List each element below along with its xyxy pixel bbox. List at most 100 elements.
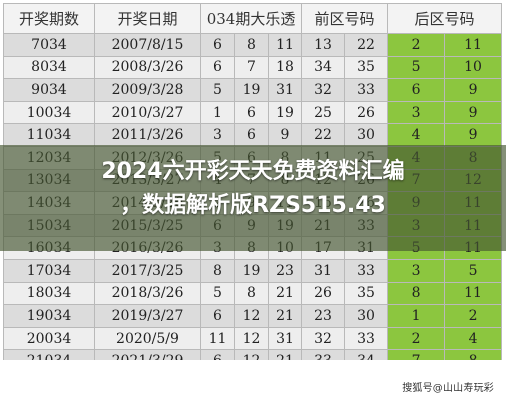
table-cell: 7 [234,55,269,80]
table-cell: 32 [301,326,346,351]
table-cell: 31 [267,326,303,351]
back-zone-cell: 1 [387,304,446,328]
table-cell: 11034 [3,123,95,147]
table-cell: 19 [234,258,269,283]
back-zone-cell: 9 [444,78,503,102]
table-row: 19034 2019/3/27 6 12 21 23 30 1 2 [3,304,503,328]
table-cell: 1 [200,100,235,125]
header-front-zone: 前区号码 [301,3,389,34]
table-cell: 20034 [3,326,95,351]
table-cell: 11 [267,33,303,57]
table-cell: 35 [344,55,389,80]
table-row: 10034 2010/3/27 1 6 19 25 26 3 9 [3,100,503,125]
header-draw-number: 开奖期数 [3,3,95,34]
table-cell: 33 [344,78,389,102]
table-cell: 2007/8/15 [94,33,201,57]
back-zone-cell: 6 [387,78,446,102]
header-draw-date: 开奖日期 [94,3,201,34]
table-cell: 2010/3/27 [94,100,201,125]
table-cell: 9034 [3,78,95,102]
table-cell: 32 [301,78,346,102]
table-cell: 11 [200,326,235,351]
header-back-zone: 后区号码 [387,3,503,34]
bottom-blank-area [0,360,506,400]
table-cell: 5 [200,281,235,306]
table-cell: 6 [234,100,269,125]
header-issue: 034期大乐透 [199,3,303,34]
table-row: 9034 2009/3/28 5 19 31 32 33 6 9 [3,78,503,102]
table-cell: 34 [301,55,346,80]
table-cell: 12 [234,326,269,351]
table-row: 17034 2017/3/25 8 19 23 31 33 3 5 [3,258,503,283]
banner-line-2: ，数据解析版RZS515.43 [120,193,386,218]
table-cell: 33 [344,326,389,351]
table-cell: 2009/3/28 [94,78,201,102]
overlay-banner [0,145,506,251]
table-cell: 33 [344,258,389,283]
table-cell: 6 [200,33,235,57]
table-cell: 7034 [3,33,95,57]
back-zone-cell: 10 [444,55,503,80]
back-zone-cell: 11 [444,281,503,306]
back-zone-cell: 11 [444,33,503,57]
table-cell: 2019/3/27 [94,304,201,328]
table-cell: 22 [344,33,389,57]
table-cell: 19 [234,78,269,102]
table-cell: 6 [200,304,235,328]
table-cell: 30 [344,123,389,147]
table-cell: 26 [301,281,346,306]
table-cell: 2011/3/26 [94,123,201,147]
table-cell: 25 [301,100,346,125]
table-header-row: 开奖期数 开奖日期 034期大乐透 前区号码 后区号码 [3,3,503,34]
table-row: 7034 2007/8/15 6 8 11 13 22 2 11 [3,33,503,57]
back-zone-cell: 5 [444,258,503,283]
table-cell: 17034 [3,258,95,283]
table-cell: 23 [301,304,346,328]
back-zone-cell: 2 [387,33,446,57]
table-cell: 12 [234,304,269,328]
table-cell: 35 [344,281,389,306]
table-cell: 9 [267,123,303,147]
table-row: 11034 2011/3/26 3 6 9 22 30 4 9 [3,123,503,147]
table-row: 8034 2008/3/26 6 7 18 34 35 5 10 [3,55,503,80]
table-cell: 19034 [3,304,95,328]
table-cell: 22 [301,123,346,147]
back-zone-cell: 8 [387,281,446,306]
table-row: 18034 2018/3/26 5 8 21 26 35 8 11 [3,281,503,306]
table-cell: 30 [344,304,389,328]
back-zone-cell: 9 [444,123,503,147]
table-cell: 3 [200,123,235,147]
table-cell: 6 [234,123,269,147]
watermark: 搜狐号@山山寿玩彩 [402,383,494,394]
table-cell: 21 [267,304,303,328]
back-zone-cell: 5 [387,55,446,80]
table-cell: 19 [267,100,303,125]
back-zone-cell: 2 [387,326,446,351]
table-cell: 13 [301,33,346,57]
back-zone-cell: 9 [444,100,503,125]
back-zone-cell: 4 [387,123,446,147]
table-cell: 10034 [3,100,95,125]
table-cell: 2008/3/26 [94,55,201,80]
banner-text: 2024六开彩天天免费资料汇编 ，数据解析版RZS515.43 [0,155,506,223]
table-cell: 2018/3/26 [94,281,201,306]
table-cell: 6 [200,55,235,80]
table-cell: 31 [301,258,346,283]
table-cell: 8 [234,281,269,306]
table-cell: 8 [200,258,235,283]
table-cell: 26 [344,100,389,125]
table-cell: 21 [267,281,303,306]
table-cell: 18034 [3,281,95,306]
table-cell: 8 [234,33,269,57]
back-zone-cell: 2 [444,304,503,328]
table-cell: 5 [200,78,235,102]
table-cell: 2020/5/9 [94,326,201,351]
back-zone-cell: 4 [444,326,503,351]
table-cell: 8034 [3,55,95,80]
banner-line-1: 2024六开彩天天免费资料汇编 [101,159,405,184]
table-cell: 23 [267,258,303,283]
back-zone-cell: 3 [387,258,446,283]
table-cell: 18 [267,55,303,80]
table-cell: 2017/3/25 [94,258,201,283]
